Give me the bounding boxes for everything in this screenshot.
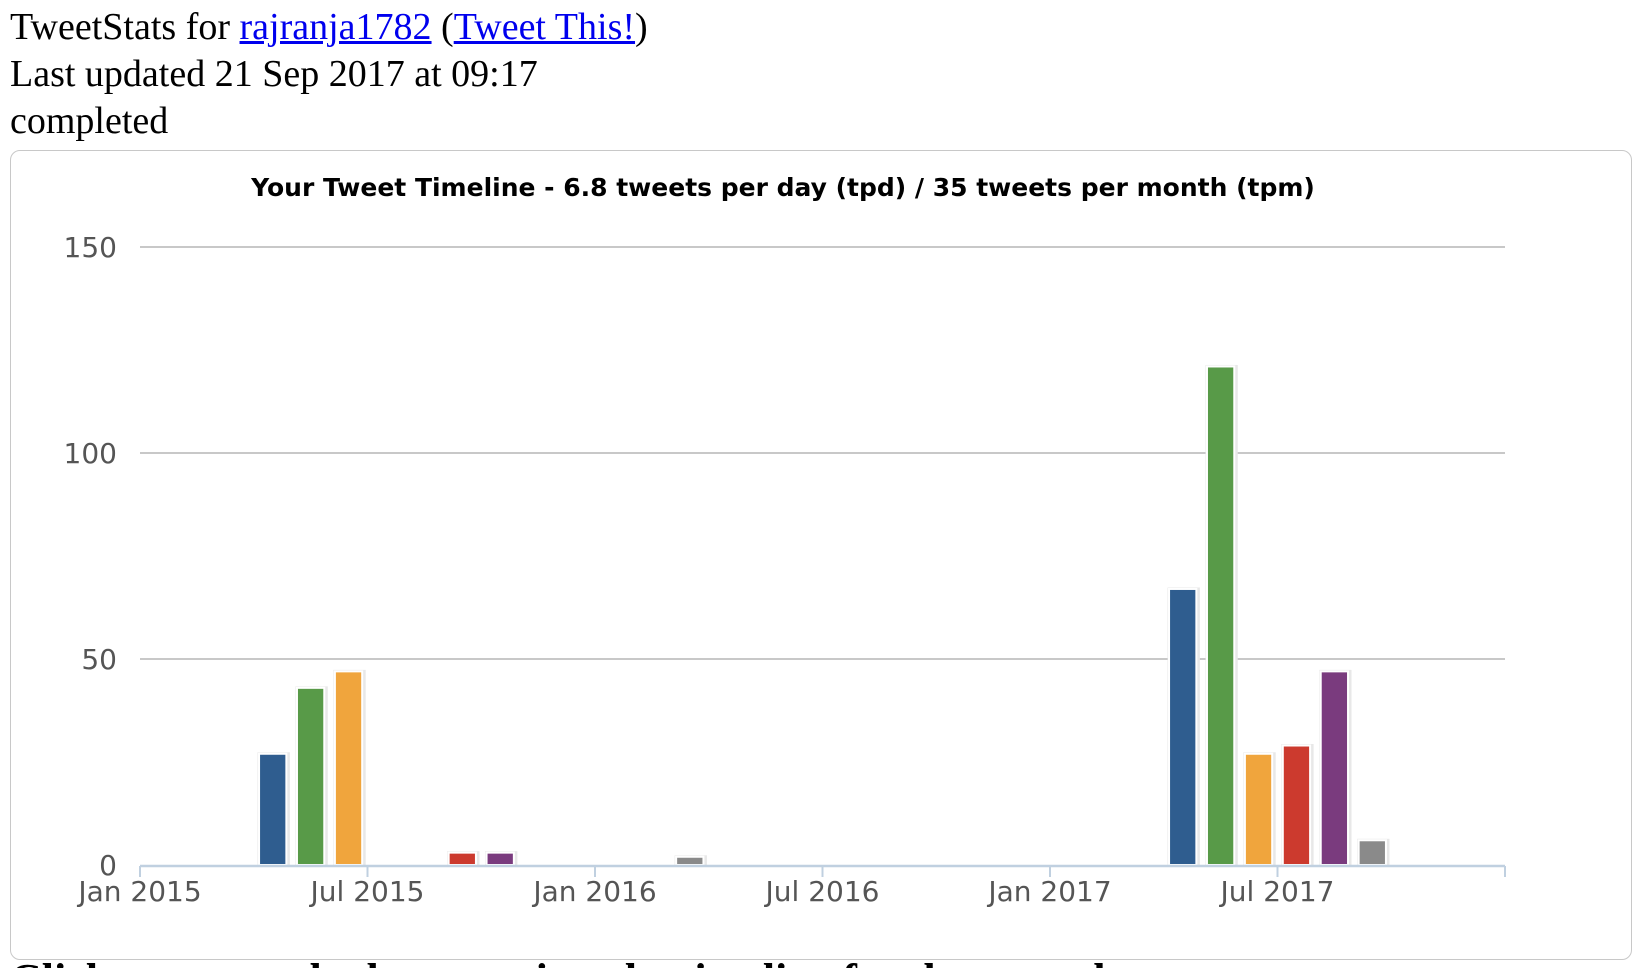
bar-2015-10[interactable] (485, 851, 515, 867)
x-tick-label: Jul 2016 (764, 875, 880, 908)
tweet-timeline-chart: Your Tweet Timeline - 6.8 tweets per day… (10, 150, 1632, 960)
chart-title: Your Tweet Timeline - 6.8 tweets per day… (250, 173, 1315, 202)
x-tick-label: Jan 2017 (986, 875, 1111, 908)
title-line: TweetStats for rajranja1782 (Tweet This!… (10, 4, 648, 51)
y-tick-label: 100 (64, 437, 117, 470)
footer-text-clipped: Click on a month above to view the timel… (10, 958, 1630, 968)
bar-2015-05[interactable] (295, 686, 326, 867)
bar-2015-09[interactable] (447, 851, 477, 867)
last-updated: Last updated 21 Sep 2017 at 09:17 (10, 53, 538, 95)
bar-2017-08[interactable] (1319, 670, 1350, 866)
bar-2017-05[interactable] (1205, 365, 1236, 866)
tweet-this-link[interactable]: Tweet This! (453, 6, 636, 48)
bar-2017-09[interactable] (1357, 839, 1387, 867)
open-paren: ( (431, 6, 454, 48)
bar-2016-03[interactable] (675, 855, 705, 867)
bar-layer (257, 364, 1390, 867)
bar-2015-04[interactable] (258, 752, 288, 867)
close-paren: ) (635, 6, 648, 48)
x-tick-label: Jul 2015 (309, 875, 425, 908)
axis-layer: Jan 2015 Jul 2015 Jan 2016 Jul 2016 Jan 2017… (76, 864, 1506, 908)
grid-layer: 0 50 100 150 (64, 231, 1505, 882)
footer-text: Click on a month above to view the timel… (10, 958, 1630, 968)
chart-svg: Your Tweet Timeline - 6.8 tweets per day… (64, 173, 1506, 908)
y-tick-label: 150 (64, 231, 117, 264)
y-tick-label: 0 (99, 849, 117, 882)
title-prefix: TweetStats for (10, 6, 240, 48)
x-tick-label: Jul 2017 (1219, 875, 1335, 908)
bar-2017-06[interactable] (1243, 752, 1274, 867)
bar-2017-07[interactable] (1281, 744, 1312, 867)
x-tick-label: Jan 2015 (76, 875, 201, 908)
y-tick-label: 50 (81, 643, 117, 676)
bar-2017-04[interactable] (1168, 587, 1198, 866)
username-link[interactable]: rajranja1782 (239, 6, 432, 48)
x-tick-label: Jan 2016 (531, 875, 656, 908)
bar-2015-06[interactable] (333, 670, 364, 866)
status-text: completed (10, 100, 169, 142)
page-header: TweetStats for rajranja1782 (Tweet This!… (10, 4, 648, 145)
